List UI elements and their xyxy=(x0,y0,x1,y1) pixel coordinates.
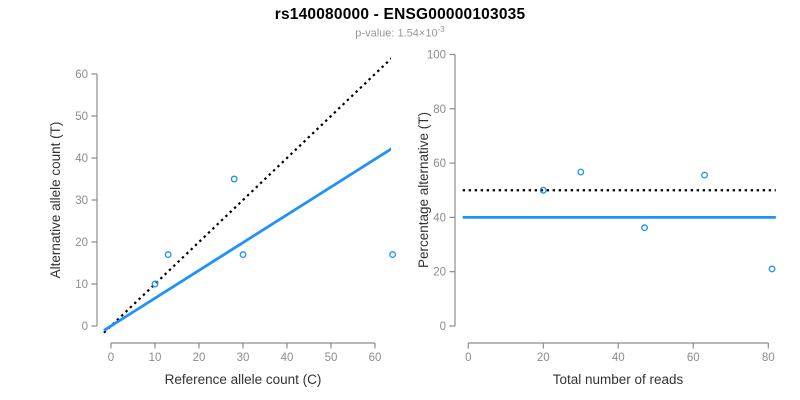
y-tick-label: 100 xyxy=(427,50,446,62)
data-point xyxy=(164,251,172,259)
x-tick-label: 40 xyxy=(612,352,625,364)
data-point xyxy=(151,280,159,288)
y-tick-label: 20 xyxy=(433,267,446,279)
p-value-exponent: -3 xyxy=(437,25,445,34)
x-tick-label: 20 xyxy=(193,352,206,364)
data-point xyxy=(577,168,585,176)
y-tick-label: 60 xyxy=(433,158,446,170)
x-axis-title: Total number of reads xyxy=(553,372,684,387)
fitted-ratio-line xyxy=(103,147,391,332)
y-axis-title: Alternative allele count (T) xyxy=(48,122,63,279)
p-value-text: p-value: 1.54×10 xyxy=(355,27,438,40)
p-value-subtitle: p-value: 1.54×10-3 xyxy=(0,25,800,40)
x-tick-label: 40 xyxy=(281,352,294,364)
data-point xyxy=(641,224,648,232)
subplot-right: 0 20 40 60 80 0 20 40 60 80 100 Total number of rea… xyxy=(416,50,776,387)
x-tick-label: 60 xyxy=(687,352,700,364)
x-tick-label: 10 xyxy=(149,352,162,364)
y-tick-label: 40 xyxy=(433,212,446,224)
x-axis-title: Reference allele count (C) xyxy=(165,372,322,387)
y-tick-label: 0 xyxy=(82,321,88,333)
subplot-left: 0 10 20 30 40 50 60 0 10 20 30 40 50 60 Reference alle… xyxy=(48,57,397,387)
x-tick-label: 60 xyxy=(369,352,382,364)
data-point xyxy=(389,251,397,259)
y-tick-label: 20 xyxy=(75,237,88,249)
y-tick-label: 0 xyxy=(440,321,446,333)
x-tick-label: 50 xyxy=(325,352,338,364)
identity-line xyxy=(103,57,391,334)
x-tick-label: 0 xyxy=(465,352,471,364)
x-tick-label: 30 xyxy=(237,352,250,364)
x-tick-label: 0 xyxy=(108,352,114,364)
data-point xyxy=(239,251,247,259)
y-tick-label: 60 xyxy=(75,69,88,81)
y-tick-label: 80 xyxy=(433,104,446,116)
data-point xyxy=(701,171,708,179)
figure-title: rs140080000 - ENSG00000103035 xyxy=(274,6,526,23)
data-point xyxy=(230,175,238,183)
x-tick-label: 80 xyxy=(762,352,775,364)
x-tick-label: 20 xyxy=(537,352,550,364)
y-tick-label: 30 xyxy=(75,195,88,207)
y-tick-label: 50 xyxy=(75,111,88,123)
data-point xyxy=(768,265,776,273)
y-axis-title: Percentage alternative (T) xyxy=(416,112,431,268)
y-tick-label: 40 xyxy=(75,153,88,165)
data-point xyxy=(539,186,547,194)
y-tick-label: 10 xyxy=(75,279,88,291)
